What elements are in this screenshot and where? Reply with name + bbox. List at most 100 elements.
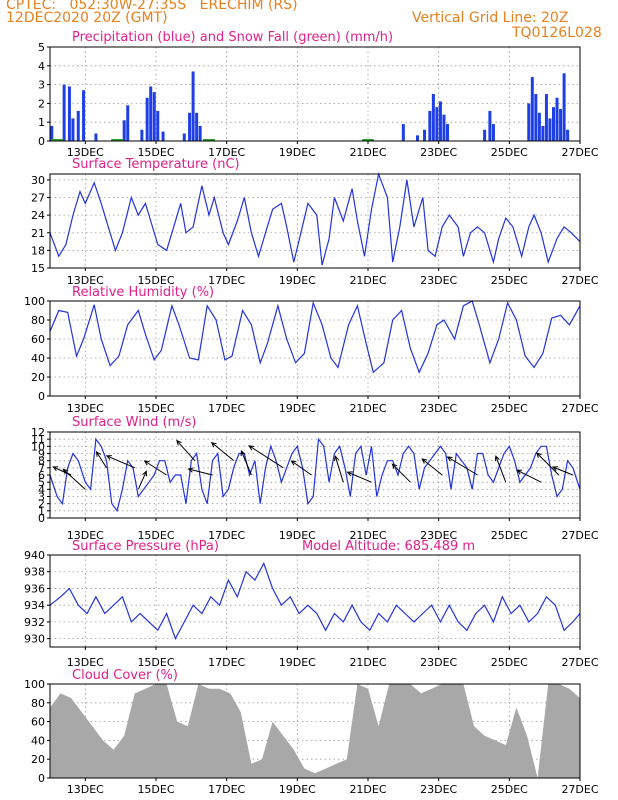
precip-bar — [145, 97, 149, 141]
y-tick-label: 18 — [31, 244, 45, 257]
x-tick-label: 19DEC — [279, 402, 316, 415]
x-tick-label: 19DEC — [279, 783, 316, 796]
y-tick-label: 20 — [31, 371, 45, 384]
y-tick-label: 7 — [38, 462, 45, 475]
precip-bar — [94, 133, 98, 141]
snow-bar — [111, 139, 124, 141]
precip-bar — [161, 131, 165, 141]
y-tick-label: 0 — [38, 390, 45, 403]
precip-bar — [442, 114, 446, 141]
precip-bar — [401, 124, 405, 141]
x-tick-label: 13DEC — [67, 529, 104, 542]
x-tick-label: 27DEC — [561, 146, 598, 159]
x-tick-label: 17DEC — [208, 529, 245, 542]
precip-bar — [438, 101, 442, 141]
x-tick-label: 23DEC — [420, 783, 457, 796]
y-tick-label: 30 — [31, 174, 45, 187]
precip-bar — [431, 94, 435, 141]
x-tick-label: 15DEC — [137, 274, 174, 287]
y-tick-label: 15 — [31, 262, 45, 275]
x-tick-label: 21DEC — [349, 146, 386, 159]
panel-5 — [47, 554, 581, 650]
precip-bar — [188, 112, 192, 141]
precip-bar — [415, 135, 419, 141]
x-tick-label: 23DEC — [420, 656, 457, 669]
wind-arrow — [446, 456, 478, 476]
precip-bar — [156, 110, 160, 141]
precip-bar — [82, 90, 86, 141]
y-tick-label: 938 — [24, 566, 45, 579]
x-tick-label: 25DEC — [491, 274, 528, 287]
y-tick-label: 10 — [31, 440, 45, 453]
x-tick-label: 23DEC — [420, 146, 457, 159]
model-altitude: Model Altitude: 685.489 m — [302, 539, 475, 554]
precip-bar — [195, 112, 199, 141]
precip-bar — [122, 120, 126, 141]
x-tick-label: 13DEC — [67, 146, 104, 159]
wind-arrow — [494, 455, 507, 483]
y-tick-label: 940 — [24, 549, 45, 562]
y-tick-label: 40 — [31, 734, 45, 747]
precip-bar — [537, 112, 541, 141]
panel-frame — [49, 46, 581, 142]
y-tick-label: 21 — [31, 227, 45, 240]
y-tick-label: 100 — [24, 678, 45, 691]
y-tick-label: 930 — [24, 633, 45, 646]
wind-arrow — [143, 460, 167, 476]
wind-arrow — [290, 460, 312, 476]
x-tick-label: 13DEC — [67, 783, 104, 796]
wind-arrow — [105, 455, 135, 469]
x-tick-label: 21DEC — [349, 656, 386, 669]
wind-arrow — [187, 467, 213, 476]
x-tick-label: 27DEC — [561, 274, 598, 287]
x-tick-label: 17DEC — [208, 402, 245, 415]
x-tick-label: 21DEC — [349, 529, 386, 542]
precip-bar — [67, 86, 71, 141]
y-tick-label: 6 — [38, 469, 45, 482]
y-tick-label: 24 — [31, 209, 45, 222]
panel-1 — [47, 46, 581, 144]
precip-bar — [191, 71, 195, 141]
precip-bar — [483, 129, 487, 141]
wind-arrow — [62, 468, 86, 490]
x-tick-label: 27DEC — [561, 402, 598, 415]
y-tick-label: 3 — [38, 491, 45, 504]
precip-bar — [566, 129, 570, 141]
panel-4 — [47, 431, 581, 521]
y-tick-label: 0 — [38, 772, 45, 785]
run-datetime: 12DEC2020 20Z (GMT) — [6, 10, 168, 26]
x-tick-label: 15DEC — [137, 402, 174, 415]
series-line — [49, 437, 581, 513]
precip-bar — [446, 124, 449, 141]
x-tick-label: 27DEC — [561, 529, 598, 542]
precip-bar — [534, 94, 538, 141]
panel-2 — [47, 171, 581, 271]
x-tick-label: 15DEC — [137, 146, 174, 159]
y-tick-label: 12 — [31, 426, 45, 439]
model-code: TQ0126L028 — [512, 25, 602, 41]
precip-bar — [152, 92, 156, 141]
series-line — [49, 561, 581, 641]
y-tick-label: 60 — [31, 333, 45, 346]
precip-bar — [559, 109, 563, 141]
y-tick-label: 40 — [31, 352, 45, 365]
y-tick-label: 936 — [24, 582, 45, 595]
precip-bar — [552, 107, 555, 141]
precip-bar — [76, 110, 80, 141]
y-tick-label: 934 — [24, 599, 45, 612]
y-tick-label: 2 — [38, 97, 45, 110]
precip-bar — [126, 105, 130, 141]
x-tick-label: 21DEC — [349, 402, 386, 415]
x-tick-label: 25DEC — [491, 783, 528, 796]
panel-title: Precipitation (blue) and Snow Fall (gree… — [72, 30, 393, 45]
wind-arrow — [551, 466, 574, 476]
precip-bar — [435, 107, 439, 141]
x-tick-label: 27DEC — [561, 656, 598, 669]
wind-arrow — [137, 470, 147, 490]
y-tick-label: 11 — [31, 433, 45, 446]
cloud-cover-area — [50, 684, 580, 778]
panel-title: Cloud Cover (%) — [72, 668, 178, 683]
precip-bar — [50, 125, 54, 141]
y-tick-label: 5 — [38, 476, 45, 489]
